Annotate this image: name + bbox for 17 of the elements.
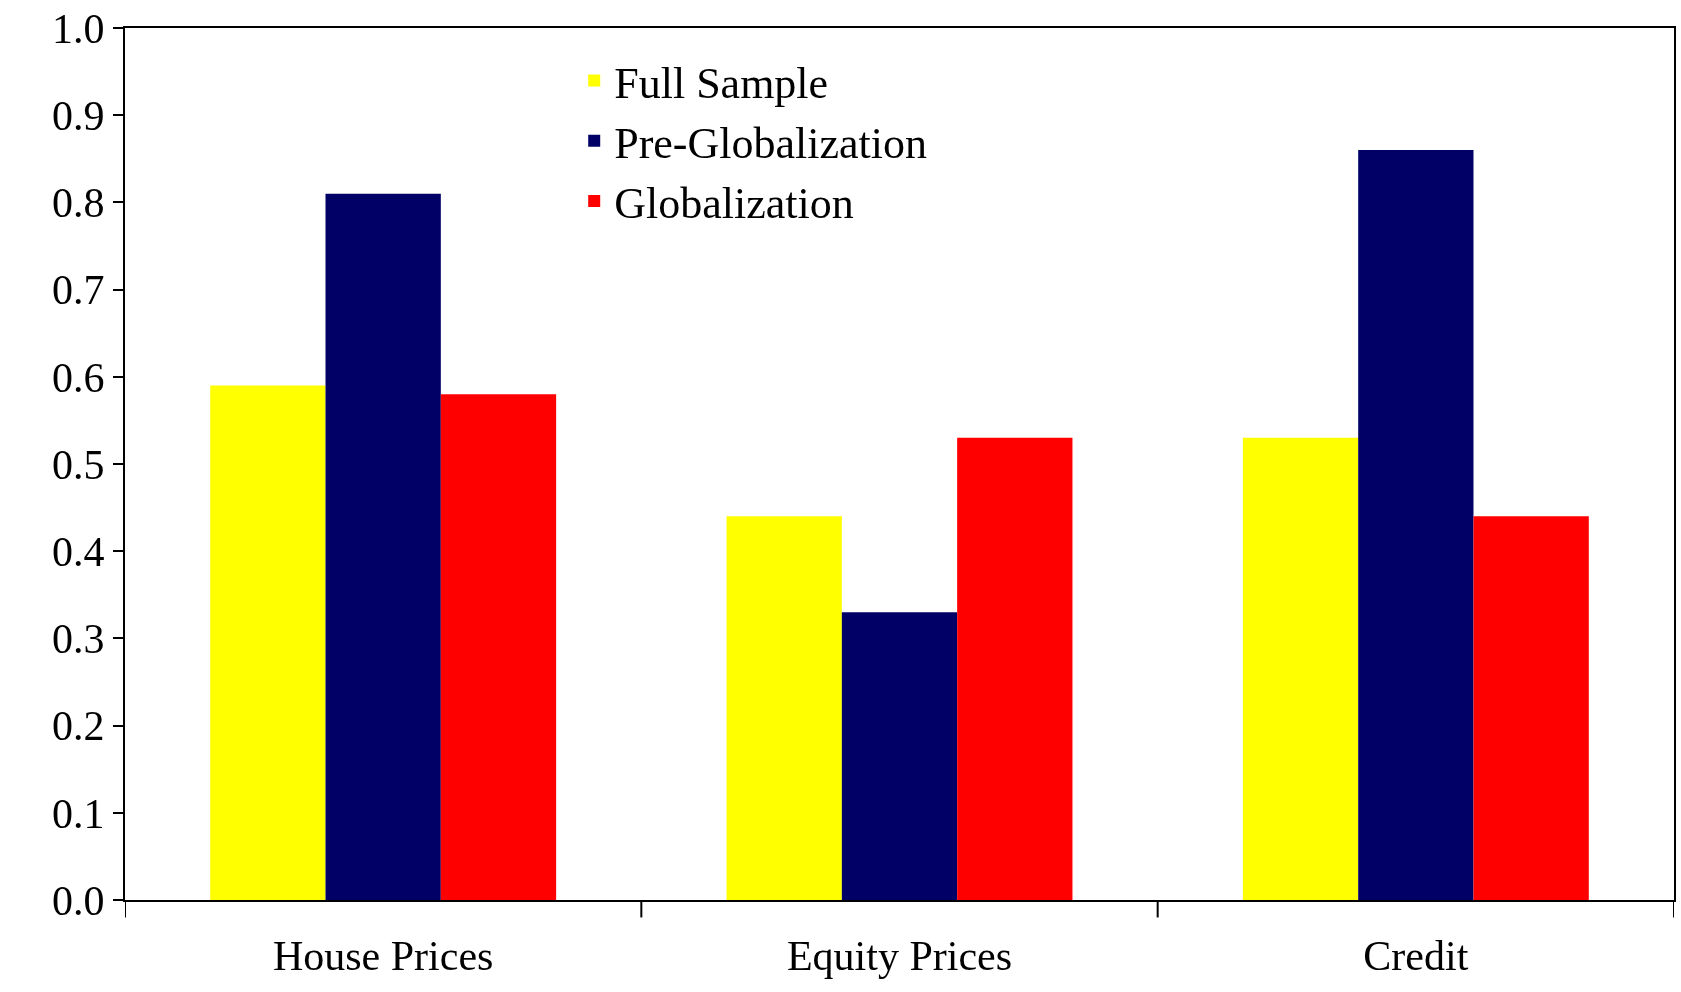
- y-tick-label: 0.9: [52, 92, 105, 139]
- legend-label: Globalization: [614, 179, 854, 229]
- y-tick-label: 0.3: [52, 616, 105, 663]
- y-tick-label: 0.1: [52, 790, 105, 837]
- y-tick-label: 0.7: [52, 267, 105, 314]
- legend-label: Full Sample: [614, 58, 829, 108]
- legend-label: Pre-Globalization: [614, 118, 928, 168]
- x-tick-label: House Prices: [272, 933, 494, 980]
- y-tick-label: 0.0: [52, 877, 105, 924]
- y-tick-label: 0.4: [52, 528, 105, 575]
- x-tick-label: Equity Prices: [786, 933, 1013, 980]
- y-tick-label: 0.5: [52, 441, 105, 488]
- y-tick-label: 0.8: [52, 180, 105, 227]
- x-tick-label: Credit: [1363, 933, 1469, 980]
- y-tick-label: 0.2: [52, 703, 105, 750]
- y-tick-label: 0.6: [52, 354, 105, 401]
- y-tick-label: 1.0: [52, 5, 105, 52]
